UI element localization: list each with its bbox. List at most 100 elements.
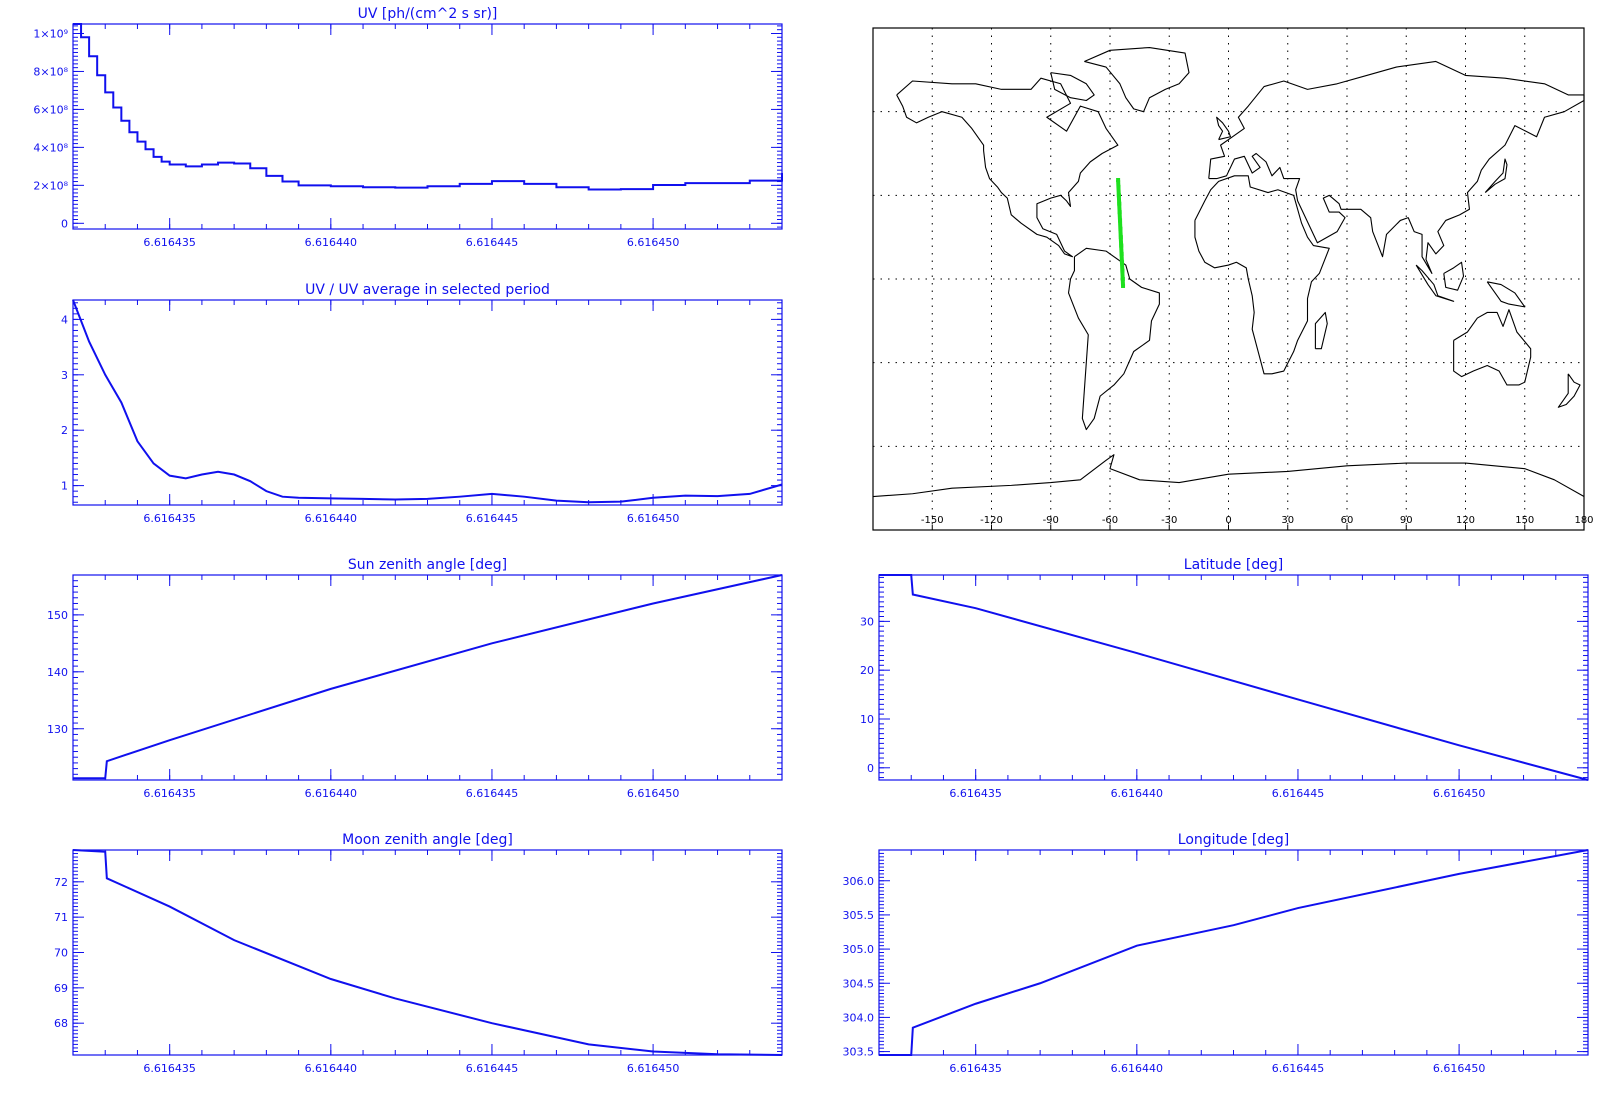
series-line-uv-ratio <box>72 299 783 504</box>
x-tick-label: 6.616440 <box>305 1062 358 1075</box>
x-tick-label: 6.616450 <box>627 1062 680 1075</box>
plot-title: UV / UV average in selected period <box>305 282 550 298</box>
x-tick-label: 6.616445 <box>466 236 519 249</box>
plot-title: UV [ph/(cm^2 s sr)] <box>358 6 498 22</box>
series-line-latitude <box>879 574 1589 781</box>
plot-frame <box>72 23 783 230</box>
x-tick-label: 6.616435 <box>949 787 1002 800</box>
x-tick-label: 6.616435 <box>143 236 196 249</box>
x-tick-label: 6.616445 <box>466 1062 519 1075</box>
map-x-tick-label: -30 <box>1161 515 1177 526</box>
coastline-africa <box>1194 175 1330 375</box>
y-tick-label: 4 <box>61 313 68 326</box>
coastline-japan <box>1484 158 1508 193</box>
y-tick-label: 0 <box>61 217 68 230</box>
y-tick-label: 1×10⁹ <box>33 27 68 40</box>
x-tick-label: 6.616445 <box>466 512 519 525</box>
plot-frame <box>72 574 783 781</box>
panel-sun-zenith: Sun zenith angle [deg] 6.616435 6.616440 6.… <box>47 557 783 800</box>
y-tick-label: 69 <box>54 982 68 995</box>
x-tick-label: 6.616450 <box>627 236 680 249</box>
y-tick-label: 306.0 <box>843 875 875 888</box>
x-tick-label: 6.616445 <box>1272 1062 1325 1075</box>
y-tick-label: 3 <box>61 369 68 382</box>
y-tick-label: 305.5 <box>843 909 875 922</box>
series-line-sun-zenith <box>73 574 783 780</box>
map-x-tick-label: 90 <box>1400 515 1413 526</box>
coastline-greenland <box>1084 46 1190 113</box>
coastline-australia <box>1453 309 1532 386</box>
map-x-tick-label: 150 <box>1515 515 1534 526</box>
plot-title: Moon zenith angle [deg] <box>342 832 513 848</box>
x-tick-label: 6.616450 <box>1433 1062 1486 1075</box>
plot-title: Sun zenith angle [deg] <box>348 557 507 573</box>
plot-title: Latitude [deg] <box>1184 557 1283 573</box>
y-tick-label: 70 <box>54 947 68 960</box>
series-line-longitude <box>879 849 1589 1056</box>
x-tick-label: 6.616435 <box>949 1062 1002 1075</box>
series-line-moon-zenith <box>72 849 783 1056</box>
coastline-south-america <box>1067 247 1160 431</box>
map-x-tick-label: 60 <box>1341 515 1354 526</box>
y-tick-label: 2 <box>61 424 68 437</box>
x-tick-label: 6.616450 <box>1433 787 1486 800</box>
coastline-europe-asia <box>1208 60 1585 274</box>
y-tick-label: 150 <box>47 609 68 622</box>
y-tick-label: 303.5 <box>843 1046 875 1059</box>
plot-frame <box>878 849 1589 1056</box>
x-tick-label: 6.616450 <box>627 787 680 800</box>
panel-uv: UV [ph/(cm^2 s sr)] 6.616435 6.616440 6.616… <box>33 6 783 249</box>
coastline-canadian-islands <box>1050 72 1095 102</box>
y-tick-label: 140 <box>47 666 68 679</box>
x-tick-label: 6.616435 <box>143 1062 196 1075</box>
y-tick-label: 2×10⁸ <box>33 179 68 192</box>
coastline-north-america <box>896 77 1119 258</box>
x-tick-label: 6.616445 <box>1272 787 1325 800</box>
y-tick-label: 30 <box>860 615 874 628</box>
coastline-new-guinea <box>1486 281 1526 308</box>
x-tick-label: 6.616445 <box>466 787 519 800</box>
map-x-tick-label: -120 <box>980 515 1003 526</box>
y-tick-label: 10 <box>860 713 874 726</box>
map-x-tick-label: -90 <box>1043 515 1059 526</box>
world-map-panel: -150 -120 -90 -60 -30 0 30 60 90 120 150 180 <box>872 27 1594 531</box>
plot-frame <box>72 849 783 1056</box>
y-tick-label: 72 <box>54 876 68 889</box>
coastline-uk <box>1216 116 1232 141</box>
y-tick-label: 1 <box>61 480 68 493</box>
y-tick-label: 20 <box>860 664 874 677</box>
y-tick-label: 304.5 <box>843 977 875 990</box>
y-tick-label: 8×10⁸ <box>33 65 68 78</box>
map-x-tick-label: 180 <box>1574 515 1593 526</box>
y-tick-label: 4×10⁸ <box>33 141 68 154</box>
series-line-uv <box>73 23 783 191</box>
x-tick-label: 6.616435 <box>143 787 196 800</box>
y-tick-label: 6×10⁸ <box>33 103 68 116</box>
x-tick-label: 6.616440 <box>1111 787 1164 800</box>
panel-longitude: Longitude [deg] 6.616435 6.616440 6.616445 6… <box>843 832 1589 1075</box>
map-x-tick-label: -60 <box>1102 515 1118 526</box>
y-tick-label: 305.0 <box>843 943 875 956</box>
y-tick-label: 71 <box>54 911 68 924</box>
map-x-tick-label: -150 <box>921 515 944 526</box>
panel-moon-zenith: Moon zenith angle [deg] 6.616435 6.616440 6… <box>54 832 783 1075</box>
coastline-new-zealand <box>1557 373 1581 408</box>
x-tick-label: 6.616435 <box>143 512 196 525</box>
y-tick-label: 304.0 <box>843 1011 875 1024</box>
y-tick-label: 68 <box>54 1017 68 1030</box>
map-x-tick-label: 30 <box>1281 515 1294 526</box>
plot-frame <box>72 299 783 506</box>
y-tick-label: 130 <box>47 723 68 736</box>
coastline-indonesia <box>1415 264 1455 302</box>
coastline-borneo <box>1443 261 1465 291</box>
plot-title: Longitude [deg] <box>1178 832 1289 848</box>
coastline-madagascar <box>1314 311 1328 350</box>
panel-uv-ratio: UV / UV average in selected period 6.6164… <box>61 282 783 525</box>
x-tick-label: 6.616440 <box>305 787 358 800</box>
x-tick-label: 6.616440 <box>305 236 358 249</box>
x-tick-label: 6.616440 <box>1111 1062 1164 1075</box>
x-tick-label: 6.616450 <box>627 512 680 525</box>
map-x-tick-label: 0 <box>1225 515 1231 526</box>
coastline-antarctica <box>872 454 1585 498</box>
